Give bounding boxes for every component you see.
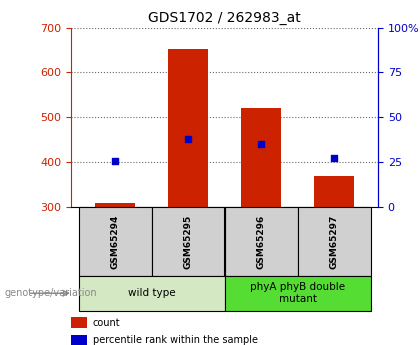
Text: GSM65294: GSM65294 xyxy=(111,214,120,269)
Bar xyxy=(225,276,371,310)
Point xyxy=(112,158,118,164)
Point xyxy=(258,141,265,147)
Text: percentile rank within the sample: percentile rank within the sample xyxy=(93,335,258,345)
Text: GSM65296: GSM65296 xyxy=(257,214,266,269)
Text: wild type: wild type xyxy=(128,288,176,298)
Text: count: count xyxy=(93,318,121,327)
Bar xyxy=(95,203,135,207)
Bar xyxy=(298,207,371,276)
Bar xyxy=(71,335,87,345)
Title: GDS1702 / 262983_at: GDS1702 / 262983_at xyxy=(148,11,301,25)
Bar xyxy=(152,207,225,276)
Point xyxy=(331,155,338,160)
Bar xyxy=(79,276,225,310)
Bar xyxy=(71,317,87,328)
Bar xyxy=(225,207,298,276)
Bar xyxy=(241,108,281,207)
Bar xyxy=(168,49,208,207)
Text: genotype/variation: genotype/variation xyxy=(4,288,97,298)
Text: GSM65295: GSM65295 xyxy=(184,214,193,269)
Text: phyA phyB double
mutant: phyA phyB double mutant xyxy=(250,283,345,304)
Text: GSM65297: GSM65297 xyxy=(330,214,339,269)
Bar xyxy=(314,176,354,207)
Bar xyxy=(79,207,152,276)
Point xyxy=(185,137,192,142)
